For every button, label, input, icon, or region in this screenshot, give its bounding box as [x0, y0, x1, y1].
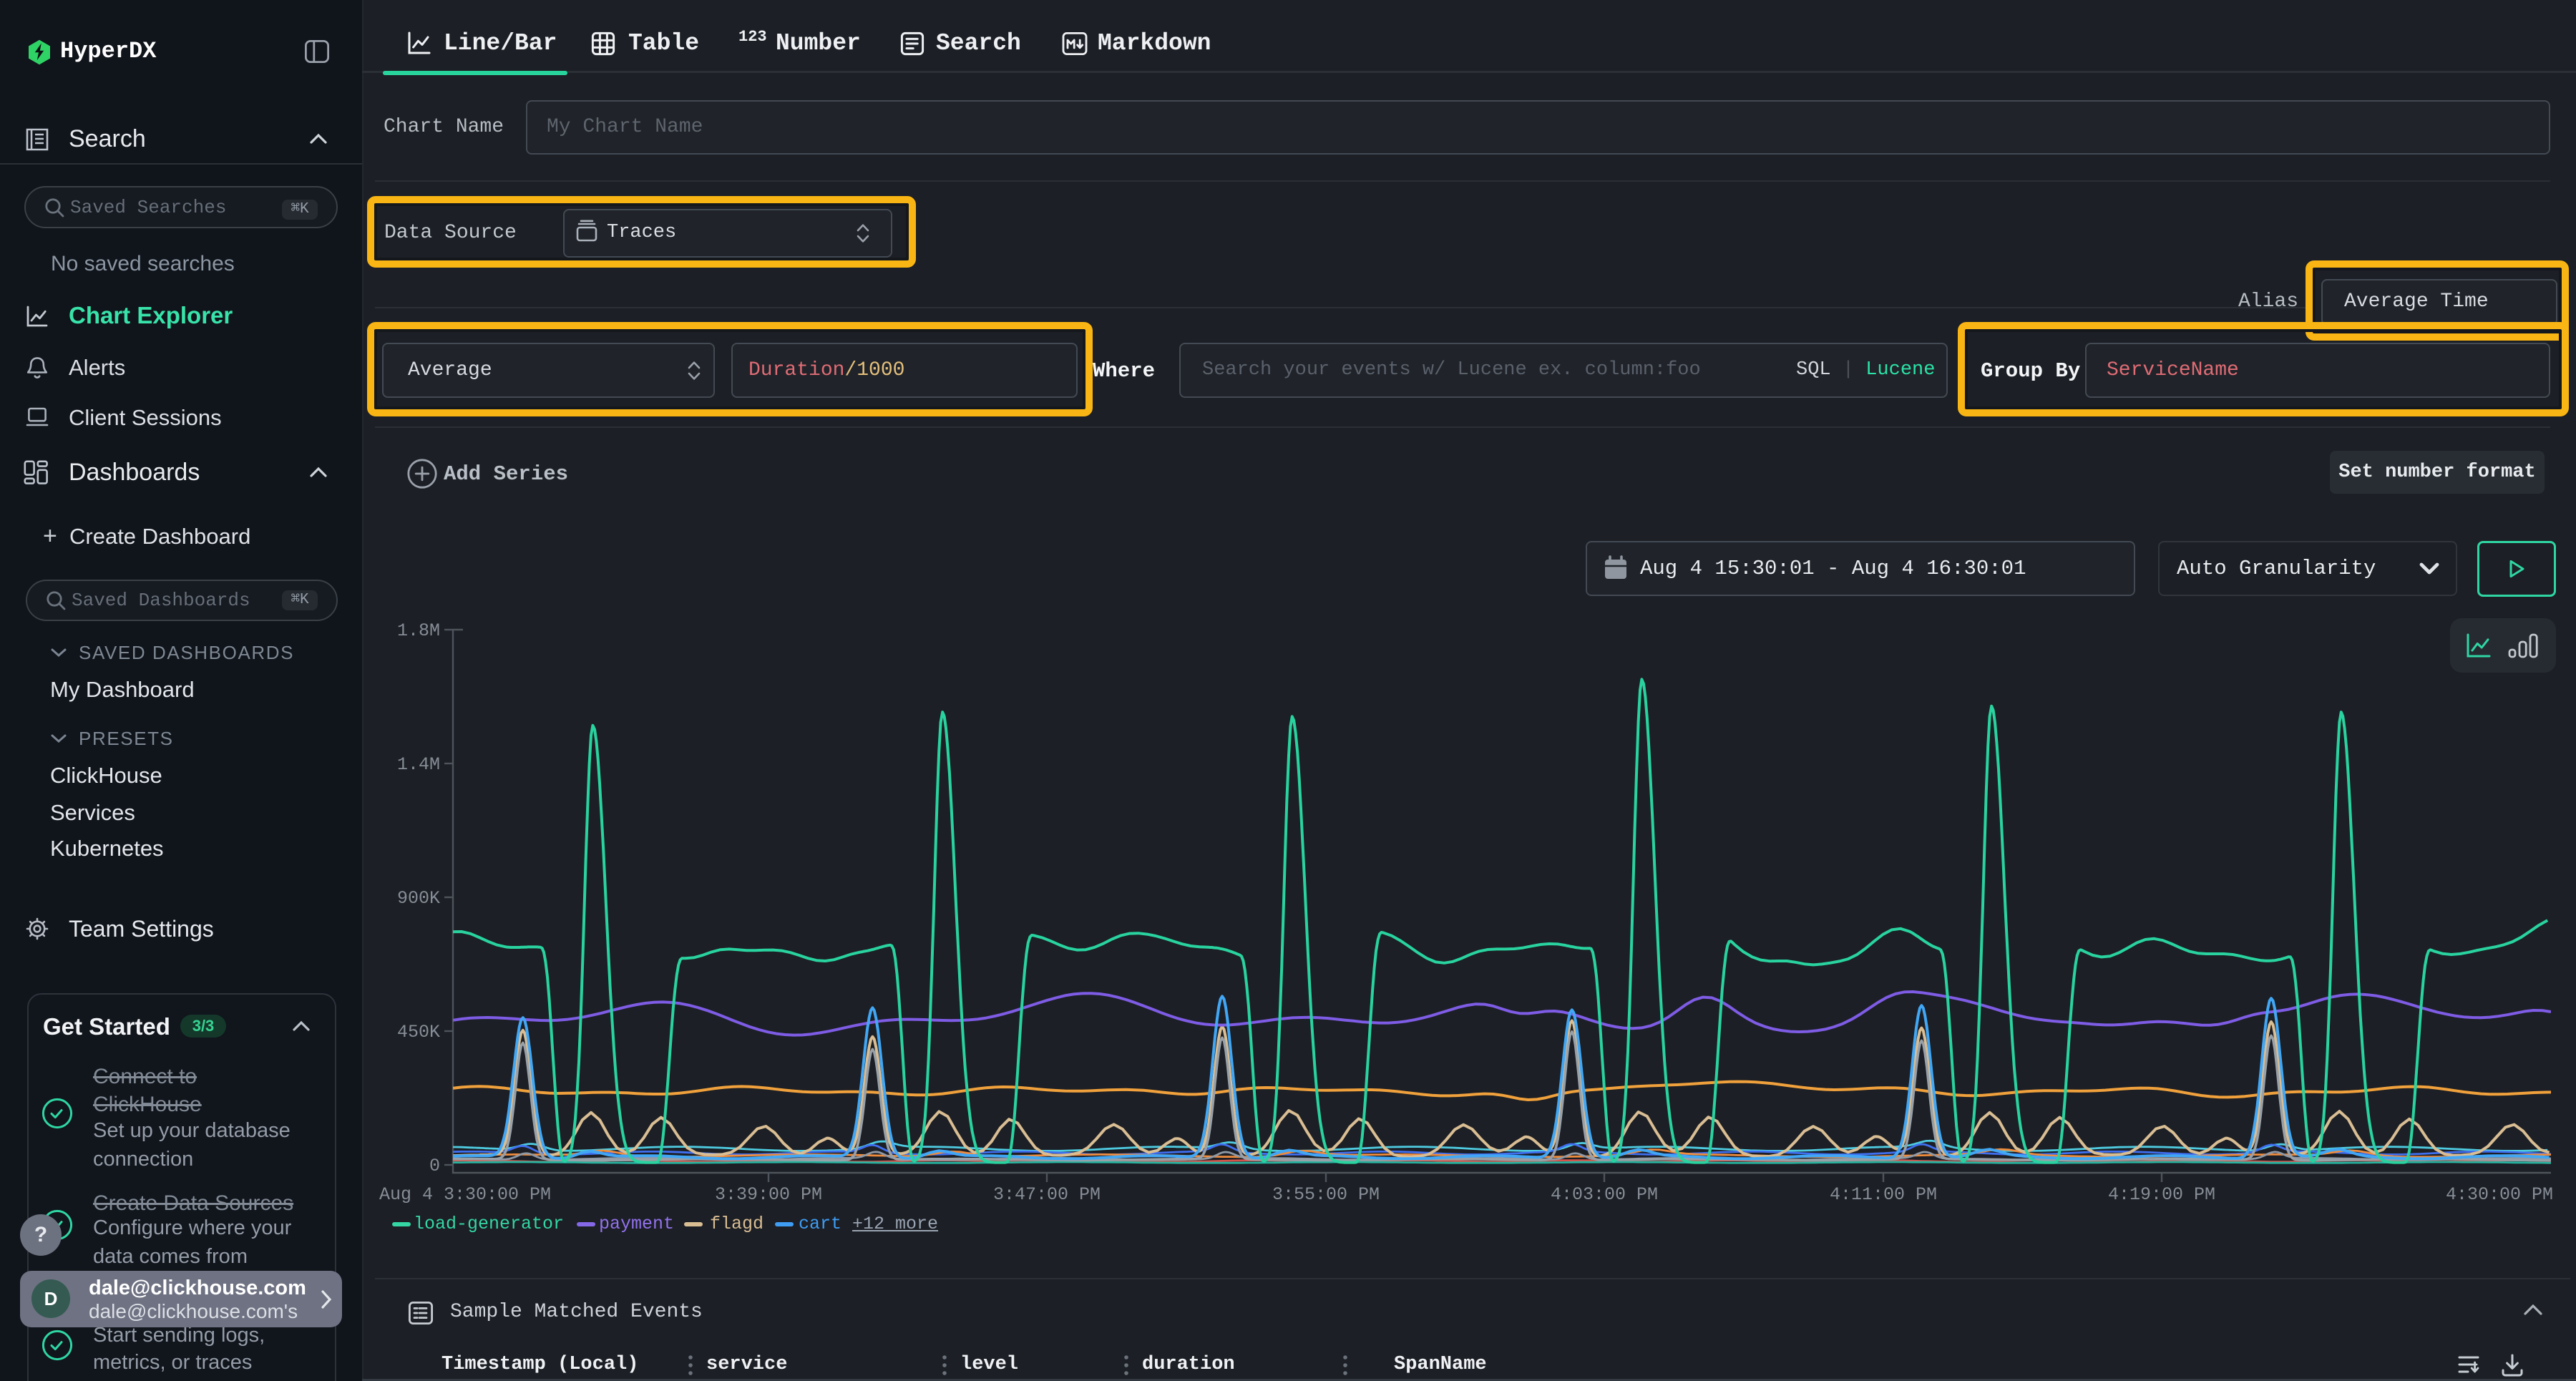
svg-text:450K: 450K [397, 1022, 440, 1043]
svg-text:3:39:00 PM: 3:39:00 PM [715, 1184, 822, 1205]
svg-text:4:30:00 PM: 4:30:00 PM [2446, 1184, 2553, 1205]
svg-text:3:47:00 PM: 3:47:00 PM [993, 1184, 1101, 1205]
svg-text:900K: 900K [397, 888, 440, 909]
svg-text:4:03:00 PM: 4:03:00 PM [1551, 1184, 1658, 1205]
svg-text:Aug 4 3:30:00 PM: Aug 4 3:30:00 PM [379, 1184, 551, 1205]
svg-text:0: 0 [429, 1156, 440, 1176]
svg-text:1.4M: 1.4M [397, 754, 440, 775]
svg-text:1.8M: 1.8M [397, 620, 440, 641]
svg-text:4:11:00 PM: 4:11:00 PM [1830, 1184, 1937, 1205]
svg-text:3:55:00 PM: 3:55:00 PM [1272, 1184, 1380, 1205]
svg-text:4:19:00 PM: 4:19:00 PM [2108, 1184, 2215, 1205]
